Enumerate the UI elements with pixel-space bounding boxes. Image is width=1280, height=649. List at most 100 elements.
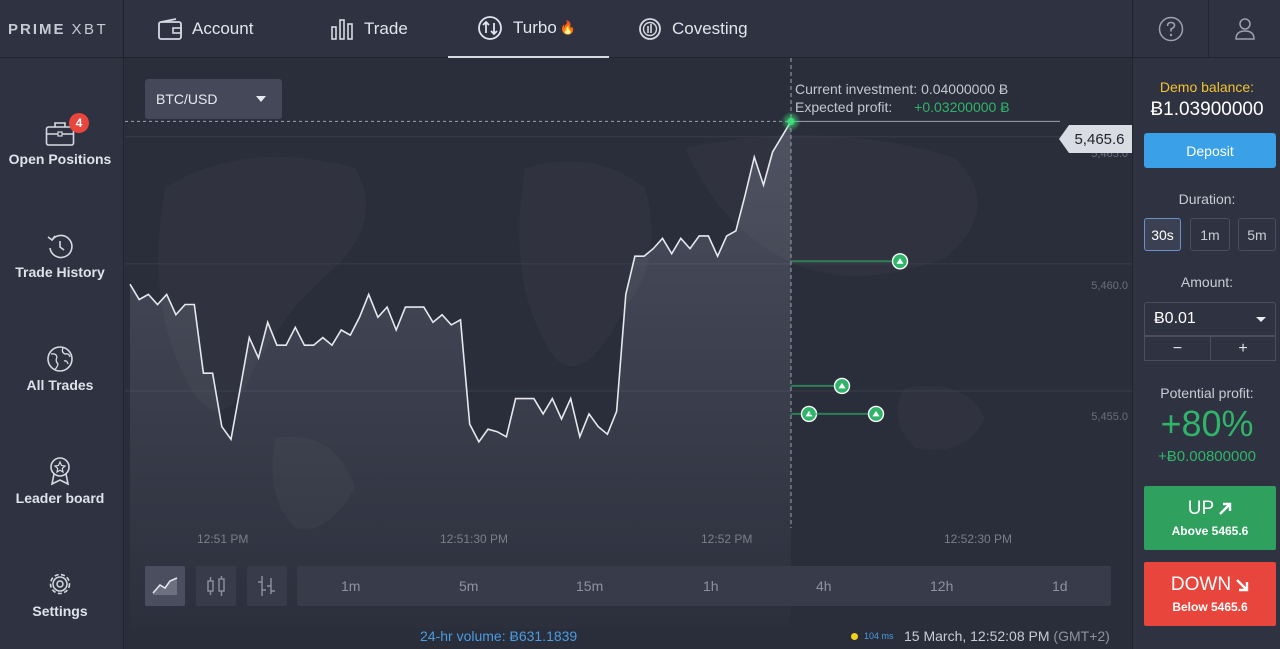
sidebar-item-label: Settings (32, 603, 88, 619)
chevron-down-icon (1256, 317, 1266, 322)
timeframe-1d[interactable]: 1d (1052, 578, 1068, 594)
price-chart-area[interactable]: BTC/USD Current investment: 0.04000000 Ƀ… (125, 58, 1132, 628)
candlestick-icon (207, 576, 225, 596)
timeframe-bar: 1m 5m 15m 1h 4h 12h 1d (297, 566, 1111, 606)
sidebar-item-leader-board[interactable]: Leader board (0, 452, 120, 522)
globe-icon (47, 346, 73, 372)
volume-24h: 24-hr volume: Ƀ631.1839 (420, 628, 578, 644)
chart-type-ohlc-button[interactable] (247, 566, 287, 606)
expected-profit-label: Expected profit: (795, 99, 893, 115)
ohlc-bar-icon (258, 576, 275, 596)
up-button-label: UP (1187, 498, 1215, 519)
y-tick-label: 5,455.0 (1091, 411, 1128, 423)
history-icon (47, 234, 73, 259)
help-icon (1158, 16, 1183, 42)
timeframe-15m[interactable]: 15m (576, 578, 604, 594)
investment-summary: Current investment: 0.04000000 Ƀ Expecte… (795, 80, 1010, 116)
tab-turbo[interactable]: Turbo 🔥 (448, 0, 609, 58)
duration-1m-button[interactable]: 1m (1190, 218, 1230, 251)
down-button[interactable]: DOWN Below 5465.6 (1144, 562, 1276, 626)
logo-text-light: XBT (71, 20, 109, 38)
potential-profit-amount: +Ƀ0.00800000 (1157, 448, 1256, 465)
fire-icon: 🔥 (559, 20, 576, 35)
sidebar-item-settings[interactable]: Settings (0, 565, 120, 635)
demo-balance-value: Ƀ1.03900000 (1150, 99, 1264, 120)
prime-xbt-logo[interactable]: PRIME XBT (0, 0, 124, 58)
sidebar-item-label: Open Positions (8, 151, 112, 167)
line-chart-icon (152, 577, 178, 595)
current-price-point (787, 117, 795, 125)
amount-label: Amount: (1180, 274, 1234, 290)
help-button[interactable] (1132, 0, 1208, 58)
up-arrow-icon (838, 382, 846, 389)
wallet-icon (158, 18, 182, 40)
amount-select[interactable]: Ƀ0.01 (1144, 302, 1276, 336)
chart-type-line-button[interactable] (145, 566, 185, 606)
award-icon (50, 457, 70, 486)
expected-profit-value: +0.03200000 Ƀ (914, 99, 1010, 115)
current-price-tag: 5,465.6 (1059, 125, 1132, 153)
amount-decrease-button[interactable]: − (1144, 336, 1210, 361)
gear-icon (49, 573, 71, 595)
y-tick-label: 5,460.0 (1091, 280, 1128, 292)
covesting-icon (639, 18, 661, 40)
timeframe-1m[interactable]: 1m (341, 578, 361, 594)
up-button-threshold: Above 5465.6 (1171, 524, 1249, 538)
left-sidebar: 4 Open Positions Trade History All Trade… (0, 58, 124, 649)
tab-covesting-label: Covesting (672, 19, 748, 38)
tab-account[interactable]: Account (158, 0, 253, 58)
tab-trade[interactable]: Trade (330, 0, 408, 58)
briefcase-icon (45, 122, 75, 146)
profile-icon (1234, 18, 1255, 40)
duration-label: Duration: (1178, 191, 1236, 207)
x-tick-label: 12:52 PM (701, 532, 753, 546)
sidebar-item-label: Leader board (15, 490, 105, 506)
timeframe-1h[interactable]: 1h (703, 578, 719, 594)
datetime-value: 15 March, 12:52:08 PM (904, 628, 1050, 644)
sidebar-item-open-positions[interactable]: 4 Open Positions (0, 113, 120, 183)
logo-text-bold: PRIME (8, 20, 66, 38)
arrow-down-right-icon (1236, 579, 1249, 592)
amount-increase-button[interactable]: + (1210, 336, 1276, 361)
chevron-down-icon (256, 96, 266, 102)
trade-panel: Demo balance: Ƀ1.03900000 Deposit Durati… (1132, 58, 1280, 649)
price-area-fill (130, 121, 791, 628)
deposit-button[interactable]: Deposit (1144, 133, 1276, 168)
duration-30s-button[interactable]: 30s (1144, 218, 1181, 251)
sidebar-item-label: All Trades (26, 377, 94, 393)
sidebar-item-trade-history[interactable]: Trade History (0, 226, 120, 296)
x-tick-label: 12:52:30 PM (944, 532, 1013, 546)
down-button-label: DOWN (1170, 574, 1232, 595)
potential-profit-percent: +80% (1160, 403, 1254, 444)
up-arrow-icon (872, 410, 880, 417)
sidebar-item-all-trades[interactable]: All Trades (0, 339, 120, 409)
duration-5m-button[interactable]: 5m (1238, 218, 1276, 251)
timezone: (GMT+2) (1053, 628, 1110, 644)
status-bar: 24-hr volume: Ƀ631.1839 104 ms 15 March,… (125, 628, 1132, 649)
latency-readout: 104 ms (864, 631, 894, 641)
tab-trade-label: Trade (364, 19, 408, 38)
tab-covesting[interactable]: Covesting (638, 0, 748, 58)
timeframe-4h[interactable]: 4h (816, 578, 832, 594)
amount-value: Ƀ0.01 (1154, 310, 1196, 327)
current-investment-value: 0.04000000 Ƀ (921, 81, 1009, 97)
current-investment-label: Current investment: (795, 81, 918, 97)
price-line (129, 120, 792, 444)
price-chart[interactable] (125, 58, 1132, 628)
down-button-threshold: Below 5465.6 (1172, 600, 1248, 614)
timeframe-12h[interactable]: 12h (930, 578, 954, 594)
x-tick-label: 12:51:30 PM (440, 532, 509, 546)
profile-button[interactable] (1208, 0, 1280, 58)
pair-selector-value: BTC/USD (156, 91, 218, 107)
sidebar-item-label: Trade History (15, 264, 105, 280)
timeframe-5m[interactable]: 5m (459, 578, 479, 594)
arrow-up-right-icon (1219, 502, 1232, 515)
top-navigation-bar: PRIME XBT Account Trade Turbo 🔥 Covestin… (0, 0, 1280, 58)
chart-type-candle-button[interactable] (196, 566, 236, 606)
open-positions-badge: 4 (69, 113, 89, 133)
turbo-swap-icon (478, 16, 502, 40)
x-tick-label: 12:51 PM (197, 532, 249, 546)
up-button[interactable]: UP Above 5465.6 (1144, 486, 1276, 550)
pair-selector[interactable]: BTC/USD (145, 79, 282, 119)
up-arrow-icon (896, 258, 904, 264)
